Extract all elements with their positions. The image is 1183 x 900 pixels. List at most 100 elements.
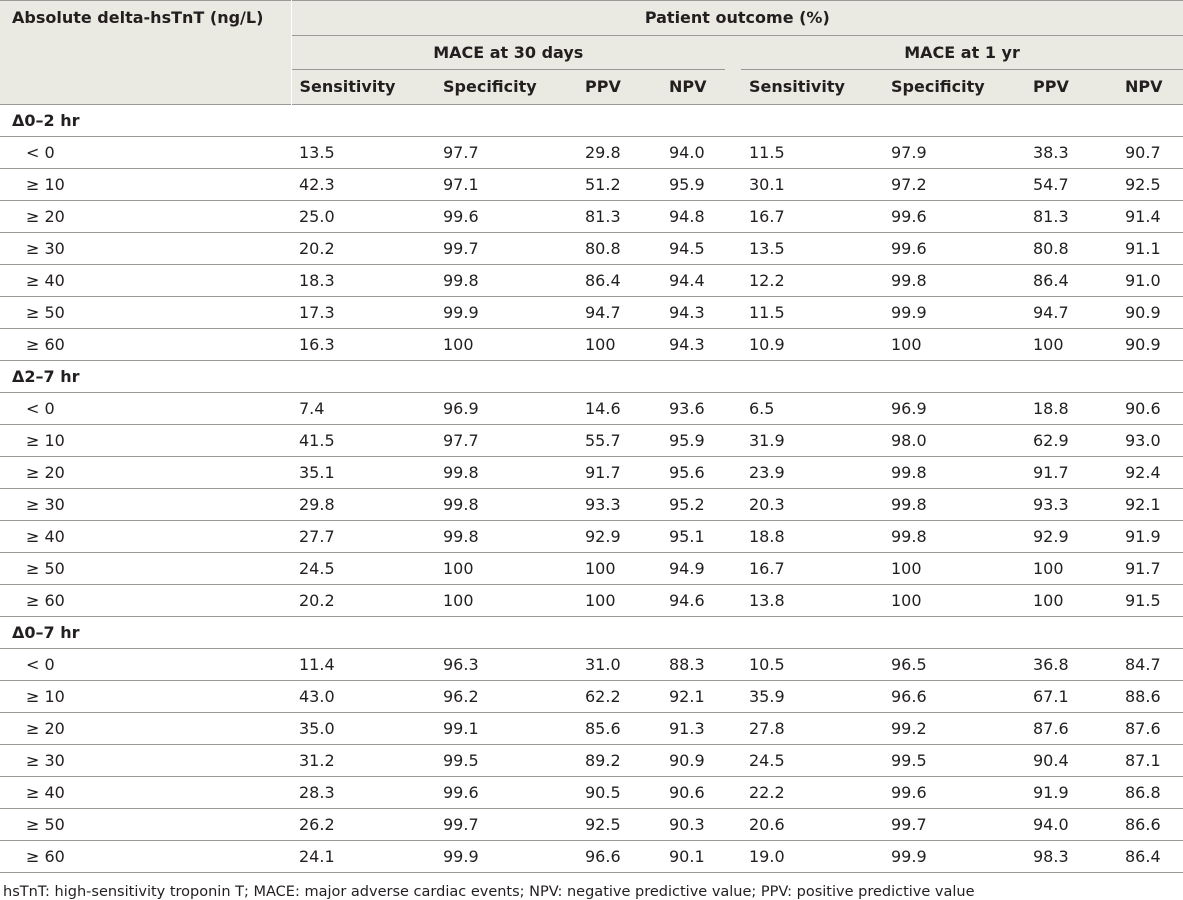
table-cell: 36.8 bbox=[1025, 648, 1110, 681]
threshold-label: ≥ 20 bbox=[0, 200, 291, 233]
table-cell: 100 bbox=[577, 328, 661, 361]
table-cell: 23.9 bbox=[741, 456, 883, 489]
table-cell: 91.7 bbox=[577, 456, 661, 489]
table-row: ≥ 10 42.3 97.1 51.2 95.9 30.1 97.2 54.7 92.5 bbox=[0, 168, 1183, 201]
table-cell: 35.9 bbox=[741, 680, 883, 713]
table-cell: 6.5 bbox=[741, 392, 883, 425]
table-cell: 22.2 bbox=[741, 776, 883, 809]
table-cell: 94.7 bbox=[1025, 296, 1110, 329]
threshold-label: ≥ 60 bbox=[0, 328, 291, 361]
table-cell: 88.6 bbox=[1110, 680, 1183, 713]
table-cell: 12.2 bbox=[741, 264, 883, 297]
table-cell: 26.2 bbox=[291, 808, 435, 841]
table-cell: 86.4 bbox=[1110, 840, 1183, 873]
table-cell: 94.3 bbox=[661, 328, 725, 361]
column-gap bbox=[725, 584, 741, 617]
col-header-sensitivity-1yr: Sensitivity bbox=[749, 77, 845, 96]
table-cell: 94.5 bbox=[661, 232, 725, 265]
table-cell: 93.3 bbox=[577, 488, 661, 521]
table-cell: 91.5 bbox=[1110, 584, 1183, 617]
table-cell: 31.2 bbox=[291, 744, 435, 777]
table-cell: 18.3 bbox=[291, 264, 435, 297]
threshold-label: ≥ 10 bbox=[0, 168, 291, 201]
table-row: ≥ 20 35.1 99.8 91.7 95.6 23.9 99.8 91.7 92.4 bbox=[0, 456, 1183, 489]
group-header-30d: MACE at 30 days bbox=[291, 35, 725, 70]
col-header-ppv-30d: PPV bbox=[585, 77, 621, 96]
table-cell: 96.6 bbox=[883, 680, 1025, 713]
outcome-title: Patient outcome (%) bbox=[644, 8, 830, 27]
table-cell: 96.9 bbox=[435, 392, 577, 425]
table-cell: 99.8 bbox=[435, 264, 577, 297]
section-row: Δ0–2 hr bbox=[0, 104, 1183, 137]
threshold-label: ≥ 30 bbox=[0, 744, 291, 777]
column-gap bbox=[725, 328, 741, 361]
table-cell: 100 bbox=[1025, 584, 1110, 617]
table-body: Δ0–2 hr < 0 13.5 97.7 29.8 94.0 11.5 97.9 38.3 90… bbox=[0, 104, 1183, 873]
table-cell: 100 bbox=[577, 584, 661, 617]
table-cell: 67.1 bbox=[1025, 680, 1110, 713]
table-cell: 16.7 bbox=[741, 552, 883, 585]
table-cell: 90.5 bbox=[577, 776, 661, 809]
table-cell: 13.5 bbox=[291, 136, 435, 169]
table-cell: 99.5 bbox=[883, 744, 1025, 777]
table-header: Absolute delta-hsTnT (ng/L) Patient outc… bbox=[0, 0, 1183, 105]
table-row: ≥ 20 35.0 99.1 85.6 91.3 27.8 99.2 87.6 87.6 bbox=[0, 712, 1183, 745]
table-cell: 100 bbox=[1025, 552, 1110, 585]
results-table: Absolute delta-hsTnT (ng/L) Patient outc… bbox=[0, 0, 1183, 873]
table-cell: 99.8 bbox=[883, 520, 1025, 553]
table-cell: 81.3 bbox=[577, 200, 661, 233]
threshold-label: ≥ 30 bbox=[0, 232, 291, 265]
table-cell: 10.9 bbox=[741, 328, 883, 361]
table-cell: 96.3 bbox=[435, 648, 577, 681]
table-cell: 100 bbox=[435, 584, 577, 617]
table-cell: 20.6 bbox=[741, 808, 883, 841]
table-cell: 99.7 bbox=[435, 232, 577, 265]
table-cell: 94.6 bbox=[661, 584, 725, 617]
table-cell: 13.8 bbox=[741, 584, 883, 617]
column-gap bbox=[725, 392, 741, 425]
table-cell: 90.9 bbox=[661, 744, 725, 777]
table-cell: 90.7 bbox=[1110, 136, 1183, 169]
table-cell: 87.1 bbox=[1110, 744, 1183, 777]
column-gap bbox=[725, 648, 741, 681]
table-row: < 0 7.4 96.9 14.6 93.6 6.5 96.9 18.8 90.6 bbox=[0, 392, 1183, 425]
column-gap bbox=[725, 488, 741, 521]
table-cell: 86.4 bbox=[1025, 264, 1110, 297]
col-header-specificity-30d: Specificity bbox=[443, 77, 537, 96]
column-gap bbox=[725, 808, 741, 841]
table-cell: 20.3 bbox=[741, 488, 883, 521]
table-cell: 99.6 bbox=[435, 200, 577, 233]
table-cell: 99.6 bbox=[883, 776, 1025, 809]
table-cell: 94.8 bbox=[661, 200, 725, 233]
table-cell: 85.6 bbox=[577, 712, 661, 745]
table-cell: 24.1 bbox=[291, 840, 435, 873]
table-cell: 99.2 bbox=[883, 712, 1025, 745]
table-cell: 89.2 bbox=[577, 744, 661, 777]
table-cell: 11.4 bbox=[291, 648, 435, 681]
table-cell: 94.9 bbox=[661, 552, 725, 585]
table-cell: 35.1 bbox=[291, 456, 435, 489]
table-cell: 11.5 bbox=[741, 136, 883, 169]
table-cell: 20.2 bbox=[291, 584, 435, 617]
table-cell: 31.9 bbox=[741, 424, 883, 457]
table-cell: 81.3 bbox=[1025, 200, 1110, 233]
table-cell: 18.8 bbox=[741, 520, 883, 553]
table-cell: 97.2 bbox=[883, 168, 1025, 201]
table-cell: 99.8 bbox=[435, 488, 577, 521]
table-cell: 31.0 bbox=[577, 648, 661, 681]
table-row: ≥ 50 17.3 99.9 94.7 94.3 11.5 99.9 94.7 90.9 bbox=[0, 296, 1183, 329]
table-cell: 98.3 bbox=[1025, 840, 1110, 873]
table-cell: 24.5 bbox=[291, 552, 435, 585]
table-cell: 95.1 bbox=[661, 520, 725, 553]
table-cell: 51.2 bbox=[577, 168, 661, 201]
table-cell: 100 bbox=[435, 328, 577, 361]
table-cell: 91.7 bbox=[1110, 552, 1183, 585]
table-cell: 99.7 bbox=[435, 808, 577, 841]
table-cell: 41.5 bbox=[291, 424, 435, 457]
table-cell: 16.3 bbox=[291, 328, 435, 361]
table-cell: 86.6 bbox=[1110, 808, 1183, 841]
col-header-ppv-1yr: PPV bbox=[1033, 77, 1069, 96]
table-cell: 100 bbox=[1025, 328, 1110, 361]
table-cell: 96.2 bbox=[435, 680, 577, 713]
threshold-label: ≥ 40 bbox=[0, 520, 291, 553]
